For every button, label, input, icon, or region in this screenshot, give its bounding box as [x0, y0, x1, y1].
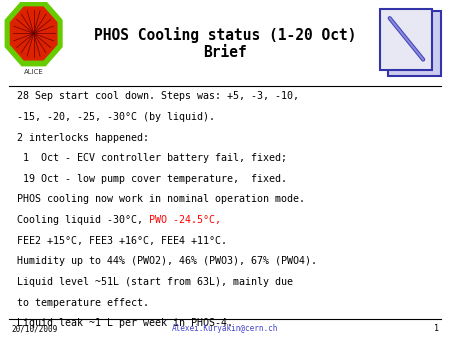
- Text: to temperature effect.: to temperature effect.: [17, 297, 149, 308]
- Text: PWO -24.5°C,: PWO -24.5°C,: [149, 215, 221, 225]
- Text: -15, -20, -25, -30°C (by liquid).: -15, -20, -25, -30°C (by liquid).: [17, 112, 215, 122]
- Text: 20/10/2009: 20/10/2009: [11, 324, 58, 333]
- Text: Liquid level ~51L (start from 63L), mainly due: Liquid level ~51L (start from 63L), main…: [17, 277, 293, 287]
- Text: Liquid leak ~1 L per week in PHOS-4.: Liquid leak ~1 L per week in PHOS-4.: [17, 318, 233, 328]
- FancyBboxPatch shape: [388, 11, 441, 76]
- Text: 1: 1: [434, 324, 439, 333]
- Text: 2 interlocks happened:: 2 interlocks happened:: [17, 132, 149, 143]
- Text: Brief: Brief: [203, 45, 247, 60]
- FancyBboxPatch shape: [380, 9, 432, 71]
- Polygon shape: [10, 7, 57, 60]
- Text: PHOS cooling now work in nominal operation mode.: PHOS cooling now work in nominal operati…: [17, 194, 305, 204]
- Text: Alexei.Kuryakin@cern.ch: Alexei.Kuryakin@cern.ch: [172, 324, 278, 333]
- Text: Humidity up to 44% (PWO2), 46% (PWO3), 67% (PWO4).: Humidity up to 44% (PWO2), 46% (PWO3), 6…: [17, 256, 317, 266]
- Text: 1  Oct - ECV controller battery fail, fixed;: 1 Oct - ECV controller battery fail, fix…: [17, 153, 287, 163]
- Text: PHOS Cooling status (1-20 Oct): PHOS Cooling status (1-20 Oct): [94, 27, 356, 44]
- Polygon shape: [5, 1, 62, 66]
- Text: Cooling liquid -30°C,: Cooling liquid -30°C,: [17, 215, 149, 225]
- Text: 19 Oct - low pump cover temperature,  fixed.: 19 Oct - low pump cover temperature, fix…: [17, 174, 287, 184]
- Text: ALICE: ALICE: [24, 69, 44, 75]
- Text: 28 Sep start cool down. Steps was: +5, -3, -10,: 28 Sep start cool down. Steps was: +5, -…: [17, 91, 299, 101]
- Text: FEE2 +15°C, FEE3 +16°C, FEE4 +11°C.: FEE2 +15°C, FEE3 +16°C, FEE4 +11°C.: [17, 236, 227, 246]
